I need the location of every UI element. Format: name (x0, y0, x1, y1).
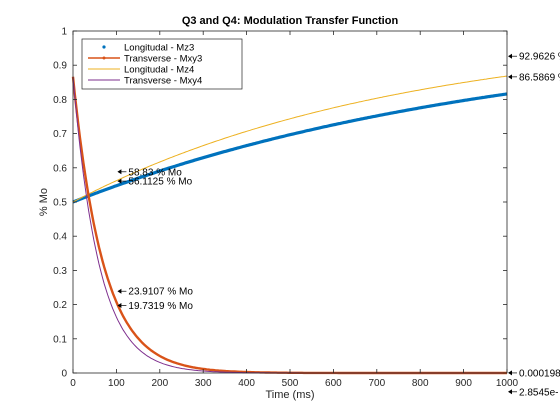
annotation: 19.7319 % Mo (117, 301, 193, 312)
legend-item: Transverse - Mxy3 (88, 53, 202, 64)
x-tick-label: 500 (282, 378, 299, 389)
legend-box (81, 38, 243, 90)
annotation-label: 0.000198 (519, 368, 560, 379)
annotation: 58.83 % Mo (117, 167, 182, 178)
x-tick-label: 600 (325, 378, 342, 389)
y-tick-label: 0.8 (53, 95, 67, 106)
annotation: 23.9107 % Mo (117, 287, 193, 298)
legend-label: Longitudal - Mz4 (124, 64, 194, 75)
annotation: 92.9626 % (508, 52, 560, 63)
y-tick-label: 0.6 (53, 163, 67, 174)
series-longitudal-mz4 (72, 75, 508, 203)
x-tick-label: 400 (238, 378, 255, 389)
x-axis-label: Time (ms) (265, 389, 314, 401)
legend-item: Longitudal - Mz4 (88, 64, 194, 75)
x-tick-label: 800 (412, 378, 429, 389)
legend-item: Transverse - Mxy4 (88, 75, 202, 86)
y-tick-label: 0.5 (53, 198, 67, 209)
series-line (72, 92, 508, 204)
y-tick-label: 0.9 (53, 61, 67, 72)
annotation-arrowhead (117, 169, 122, 175)
annotation: 86.5869 % (508, 72, 560, 83)
y-axis-label: % Mo (38, 188, 50, 216)
annotation-arrowhead (508, 389, 512, 395)
annotation: 2.8545e- (508, 387, 558, 398)
x-tick-label: 300 (195, 378, 212, 389)
annotation-arrowhead (508, 74, 512, 80)
annotation-label: 56.1125 % Mo (128, 177, 192, 188)
x-tick-label: 100 (108, 378, 125, 389)
annotation-arrowhead (508, 53, 512, 59)
legend-item: Longitudal - Mz3 (102, 42, 194, 53)
legend-label: Longitudal - Mz3 (124, 42, 194, 53)
y-tick-label: 1 (61, 27, 67, 38)
series-longitudal-mz3 (72, 92, 508, 204)
legend-label: Transverse - Mxy3 (124, 53, 202, 64)
annotation-label: 2.8545e- (519, 387, 558, 398)
x-tick-label: 0 (70, 378, 76, 389)
annotation-label: 92.9626 % (519, 52, 560, 63)
annotation-label: 23.9107 % Mo (128, 287, 193, 298)
y-tick-label: 0.3 (53, 266, 67, 277)
y-tick-label: 0.4 (53, 232, 67, 243)
annotation: 0.000198 (508, 368, 560, 379)
annotation: 56.1125 % Mo (117, 177, 193, 188)
legend-marker (102, 45, 106, 49)
series-line (72, 75, 508, 203)
y-tick-label: 0.2 (53, 300, 67, 311)
x-tick-label: 1000 (496, 378, 519, 389)
x-tick-label: 900 (455, 378, 472, 389)
annotation-label: 58.83 % Mo (128, 167, 182, 178)
x-tick-label: 200 (151, 378, 168, 389)
annotation-arrowhead (117, 288, 122, 294)
legend-label: Transverse - Mxy4 (124, 75, 202, 86)
y-tick-label: 0.1 (53, 334, 67, 345)
y-tick-label: 0 (61, 369, 67, 380)
annotation-arrowhead (117, 303, 122, 309)
annotation-arrowhead (508, 370, 512, 376)
annotation-label: 86.5869 % (519, 72, 560, 83)
chart-title: Q3 and Q4: Modulation Transfer Function (182, 15, 399, 27)
y-tick-label: 0.7 (53, 129, 67, 140)
annotation-label: 19.7319 % Mo (128, 301, 193, 312)
ticks-layer: 0 100 200 300 400 500 600 700 800 900 1000 0 0.1 0.2 0… (53, 27, 518, 390)
annotation-arrowhead (117, 178, 122, 184)
legend-marker (102, 56, 106, 60)
x-tick-label: 700 (368, 378, 385, 389)
